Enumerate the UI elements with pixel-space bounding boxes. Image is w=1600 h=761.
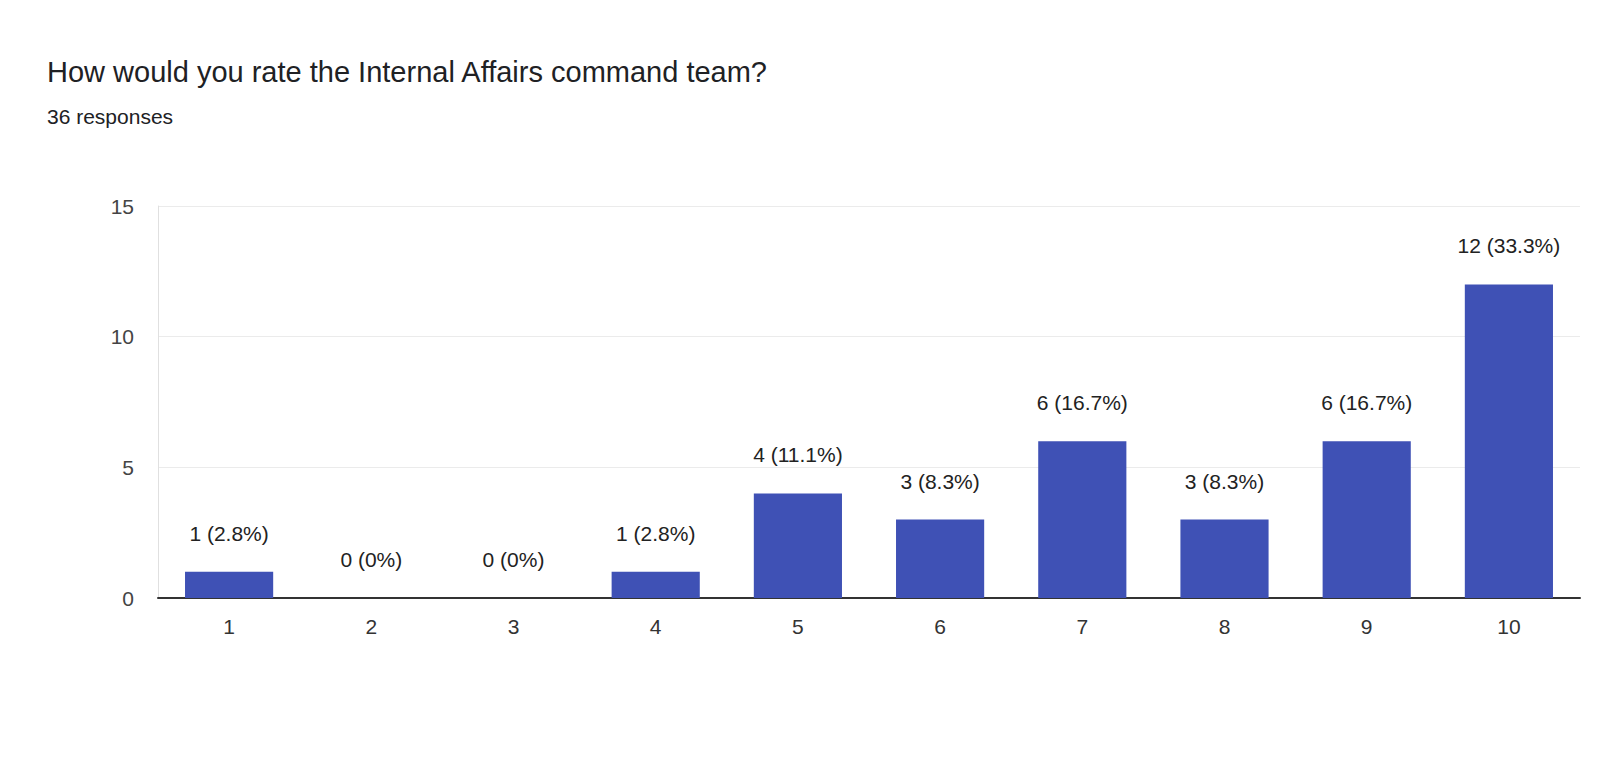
- svg-text:6 (16.7%): 6 (16.7%): [1321, 391, 1412, 414]
- svg-text:8: 8: [1219, 615, 1231, 638]
- svg-text:How would you rate the Interna: How would you rate the Internal Affairs …: [47, 56, 767, 88]
- svg-text:6: 6: [934, 615, 946, 638]
- svg-text:12 (33.3%): 12 (33.3%): [1458, 234, 1561, 257]
- svg-text:6 (16.7%): 6 (16.7%): [1037, 391, 1128, 414]
- svg-text:5: 5: [792, 615, 804, 638]
- svg-text:10: 10: [1497, 615, 1520, 638]
- svg-text:0 (0%): 0 (0%): [483, 548, 545, 571]
- svg-text:0 (0%): 0 (0%): [340, 548, 402, 571]
- svg-text:1: 1: [223, 615, 235, 638]
- svg-text:1 (2.8%): 1 (2.8%): [616, 522, 695, 545]
- svg-text:4: 4: [650, 615, 662, 638]
- svg-text:3: 3: [508, 615, 520, 638]
- svg-text:5: 5: [122, 456, 134, 479]
- svg-text:36 responses: 36 responses: [47, 105, 173, 128]
- svg-text:0: 0: [122, 587, 134, 610]
- svg-text:4 (11.1%): 4 (11.1%): [753, 443, 843, 466]
- svg-text:3 (8.3%): 3 (8.3%): [900, 470, 979, 493]
- svg-text:15: 15: [111, 195, 134, 218]
- svg-text:9: 9: [1361, 615, 1373, 638]
- svg-text:2: 2: [365, 615, 377, 638]
- svg-text:7: 7: [1076, 615, 1088, 638]
- svg-text:1 (2.8%): 1 (2.8%): [189, 522, 268, 545]
- svg-text:3 (8.3%): 3 (8.3%): [1185, 470, 1264, 493]
- svg-text:10: 10: [111, 325, 134, 348]
